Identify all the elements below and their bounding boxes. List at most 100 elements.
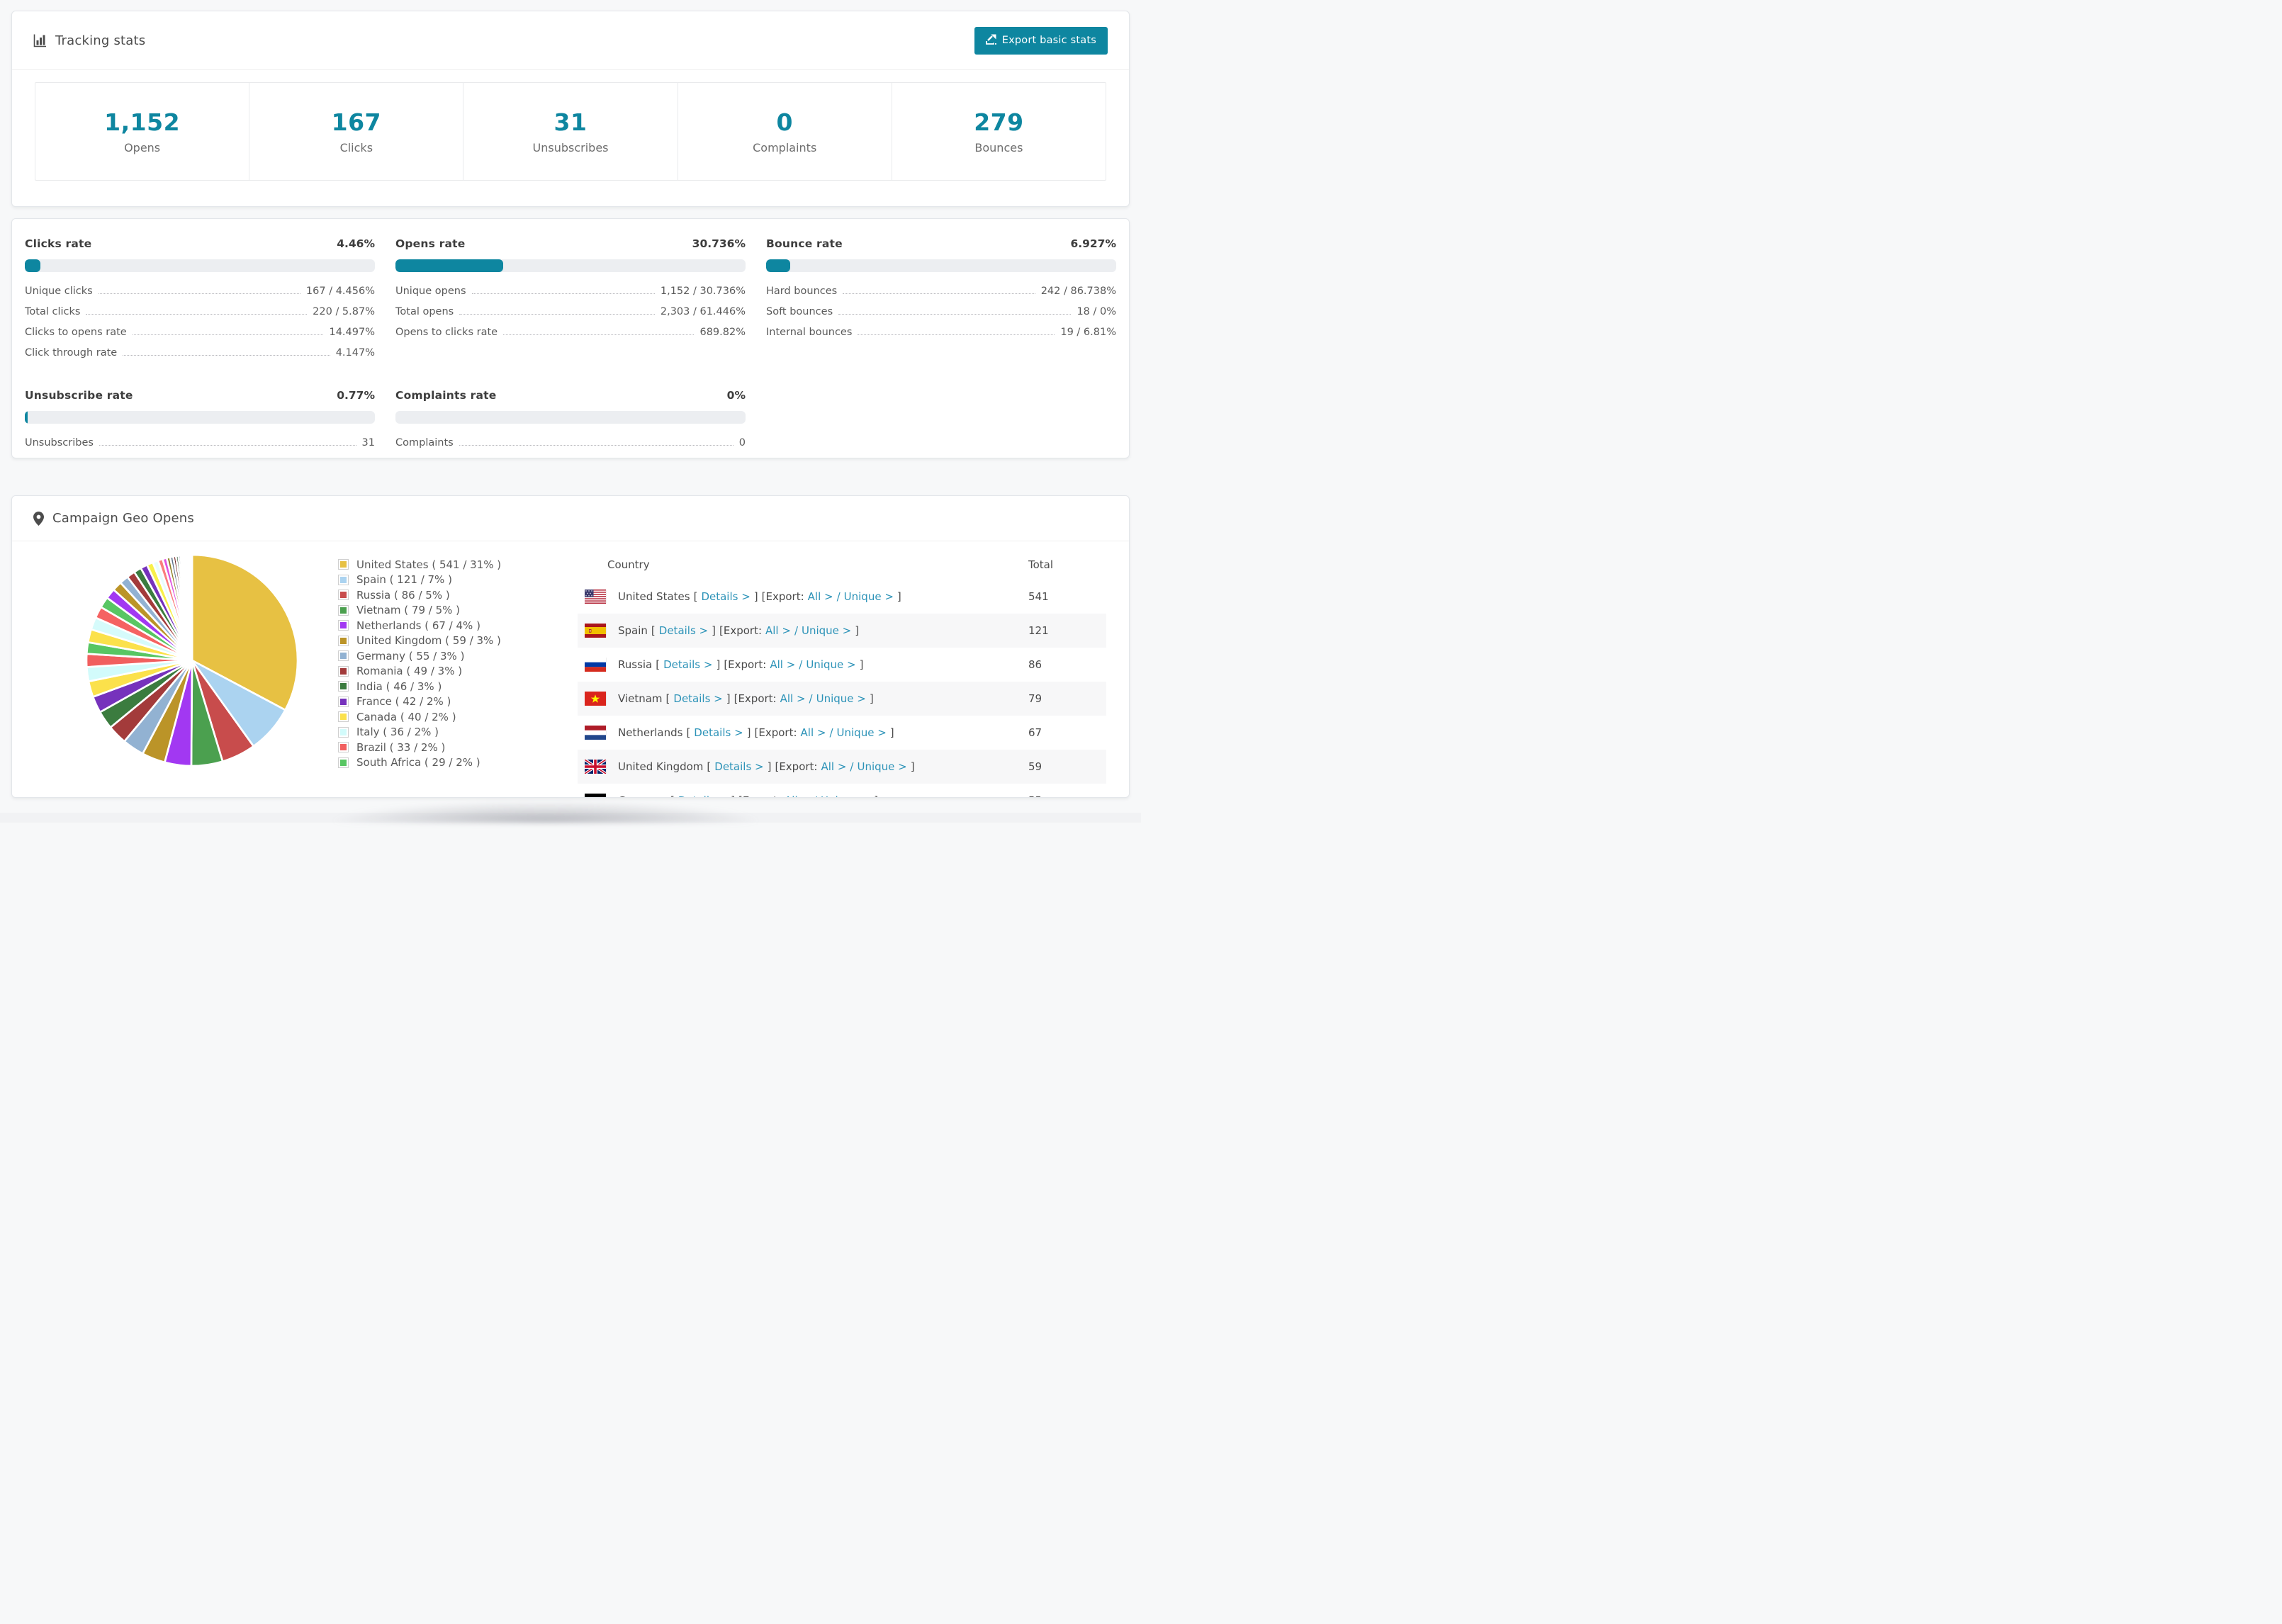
tracking-stats-title-row: Tracking stats [33, 33, 145, 48]
tile-bounces: 279 Bounces [974, 108, 1024, 154]
link-separator: / [809, 692, 813, 705]
bracket: ] [716, 658, 721, 671]
legend-item-united-kingdom: United Kingdom ( 59 / 3% ) [338, 633, 563, 649]
link-separator: / [829, 726, 833, 739]
bracket: ] [753, 590, 758, 603]
export-unique-link[interactable]: Unique > [821, 794, 870, 797]
details-link[interactable]: Details > [694, 726, 743, 739]
tile-opens: 1,152 Opens [35, 83, 250, 180]
legend-color-chip [338, 650, 349, 662]
export-all-link[interactable]: All > [800, 726, 826, 739]
pie-slice-united-states[interactable] [191, 553, 299, 711]
bracket: ] [855, 624, 860, 637]
flag-es-icon [585, 624, 606, 638]
geo-table-row-us: United States[Details >] [Export: All > / Un… [578, 580, 1106, 614]
bracket: ] [731, 794, 735, 797]
map-pin-icon [33, 511, 44, 526]
legend-color-chip [338, 635, 349, 646]
complaints-rate-section: Complaints rate 0% Complaints 0 [395, 389, 746, 449]
export-unique-link[interactable]: Unique > [806, 658, 856, 671]
export-unique-link[interactable]: Unique > [816, 692, 866, 705]
export-all-link[interactable]: All > [821, 760, 847, 773]
export-all-link[interactable]: All > [785, 794, 810, 797]
legend-label: Spain ( 121 / 7% ) [356, 573, 452, 587]
legend-item-vietnam: Vietnam ( 79 / 5% ) [338, 603, 563, 619]
country-name: Vietnam [618, 692, 663, 705]
legend-color-chip [338, 665, 349, 677]
bracket: [ [686, 726, 691, 739]
export-icon [985, 34, 996, 47]
bar-chart-icon [33, 34, 47, 47]
tile-complaints: 0 Complaints [678, 83, 892, 180]
legend-label: Canada ( 40 / 2% ) [356, 710, 456, 723]
export-prefix: [Export: [719, 624, 762, 637]
legend-item-france: France ( 42 / 2% ) [338, 694, 563, 710]
geo-legend: United States ( 541 / 31% ) Spain ( 121 /… [338, 550, 563, 797]
details-link[interactable]: Details > [673, 692, 723, 705]
bracket: [ [693, 590, 698, 603]
country-cell: Vietnam[Details >] [Export: All > / Unique >… [585, 692, 1028, 706]
legend-color-chip [338, 590, 349, 601]
flag-de-icon [585, 794, 606, 797]
legend-item-spain: Spain ( 121 / 7% ) [338, 573, 563, 588]
export-basic-stats-button[interactable]: Export basic stats [974, 26, 1108, 55]
bracket: [ [707, 760, 712, 773]
export-unique-link[interactable]: Unique > [836, 726, 887, 739]
legend-label: South Africa ( 29 / 2% ) [356, 756, 480, 769]
link-separator: / [836, 590, 841, 603]
legend-item-germany: Germany ( 55 / 3% ) [338, 648, 563, 664]
geo-pie-chart[interactable] [23, 550, 338, 797]
geo-table: Country Total United States[Details >] [E… [563, 550, 1118, 797]
details-link[interactable]: Details > [714, 760, 764, 773]
geo-table-header: Country Total [578, 550, 1106, 580]
link-separator: / [794, 624, 798, 637]
export-unique-link[interactable]: Unique > [843, 590, 894, 603]
country-cell: Russia[Details >] [Export: All > / Unique >] [585, 658, 1028, 672]
legend-label: Italy ( 36 / 2% ) [356, 726, 439, 739]
country-cell: Netherlands[Details >] [Export: All > / Uniq… [585, 726, 1028, 740]
country-name: Spain [618, 624, 648, 637]
export-all-link[interactable]: All > [780, 692, 806, 705]
legend-item-south-africa: South Africa ( 29 / 2% ) [338, 755, 563, 771]
geo-table-row-vn: Vietnam[Details >] [Export: All > / Unique >… [578, 682, 1106, 716]
unsubscribes-count: 31 [553, 108, 588, 136]
legend-label: Vietnam ( 79 / 5% ) [356, 604, 461, 617]
legend-color-chip [338, 696, 349, 707]
unsubscribe-rate-bar [25, 411, 375, 424]
summary-tiles: 1,152 Opens 167 Clicks 31 Unsubscribes 0… [35, 82, 1106, 181]
country-name: United Kingdom [618, 760, 704, 773]
legend-item-canada: Canada ( 40 / 2% ) [338, 709, 563, 725]
legend-color-chip [338, 604, 349, 616]
legend-item-romania: Romania ( 49 / 3% ) [338, 664, 563, 680]
export-unique-link[interactable]: Unique > [857, 760, 907, 773]
export-all-link[interactable]: All > [770, 658, 796, 671]
export-prefix: [Export: [734, 692, 777, 705]
total-value: 121 [1028, 624, 1049, 637]
page-bottom-strip [0, 813, 1141, 823]
legend-label: Brazil ( 33 / 2% ) [356, 740, 446, 754]
export-all-link[interactable]: All > [765, 624, 791, 637]
geo-title-row: Campaign Geo Opens [33, 511, 194, 526]
country-name: United States [618, 590, 690, 603]
geo-title: Campaign Geo Opens [52, 511, 194, 526]
tile-unsubscribes: 31 Unsubscribes [463, 83, 678, 180]
export-unique-link[interactable]: Unique > [802, 624, 852, 637]
bracket: ] [712, 624, 716, 637]
legend-label: Russia ( 86 / 5% ) [356, 588, 450, 602]
legend-color-chip [338, 711, 349, 723]
details-link[interactable]: Details > [663, 658, 713, 671]
geo-table-row-gb: United Kingdom[Details >] [Export: All > / U… [578, 750, 1106, 784]
bracket: ] [859, 658, 864, 671]
opens-rate-bar [395, 259, 746, 272]
clicks-rate-section: Clicks rate 4.46% Unique clicks 167 / 4.4… [25, 237, 375, 359]
complaints-rate-bar [395, 411, 746, 424]
campaign-geo-opens-card: Campaign Geo Opens United States ( 541 /… [11, 495, 1130, 798]
export-all-link[interactable]: All > [807, 590, 833, 603]
geo-table-row-nl: Netherlands[Details >] [Export: All > / Uniq… [578, 716, 1106, 750]
details-link[interactable]: Details > [701, 590, 751, 603]
details-link[interactable]: Details > [658, 624, 709, 637]
total-value: 55 [1028, 794, 1106, 797]
details-link[interactable]: Details > [678, 794, 727, 797]
export-prefix: [Export: [738, 794, 781, 797]
bracket: [ [665, 692, 670, 705]
